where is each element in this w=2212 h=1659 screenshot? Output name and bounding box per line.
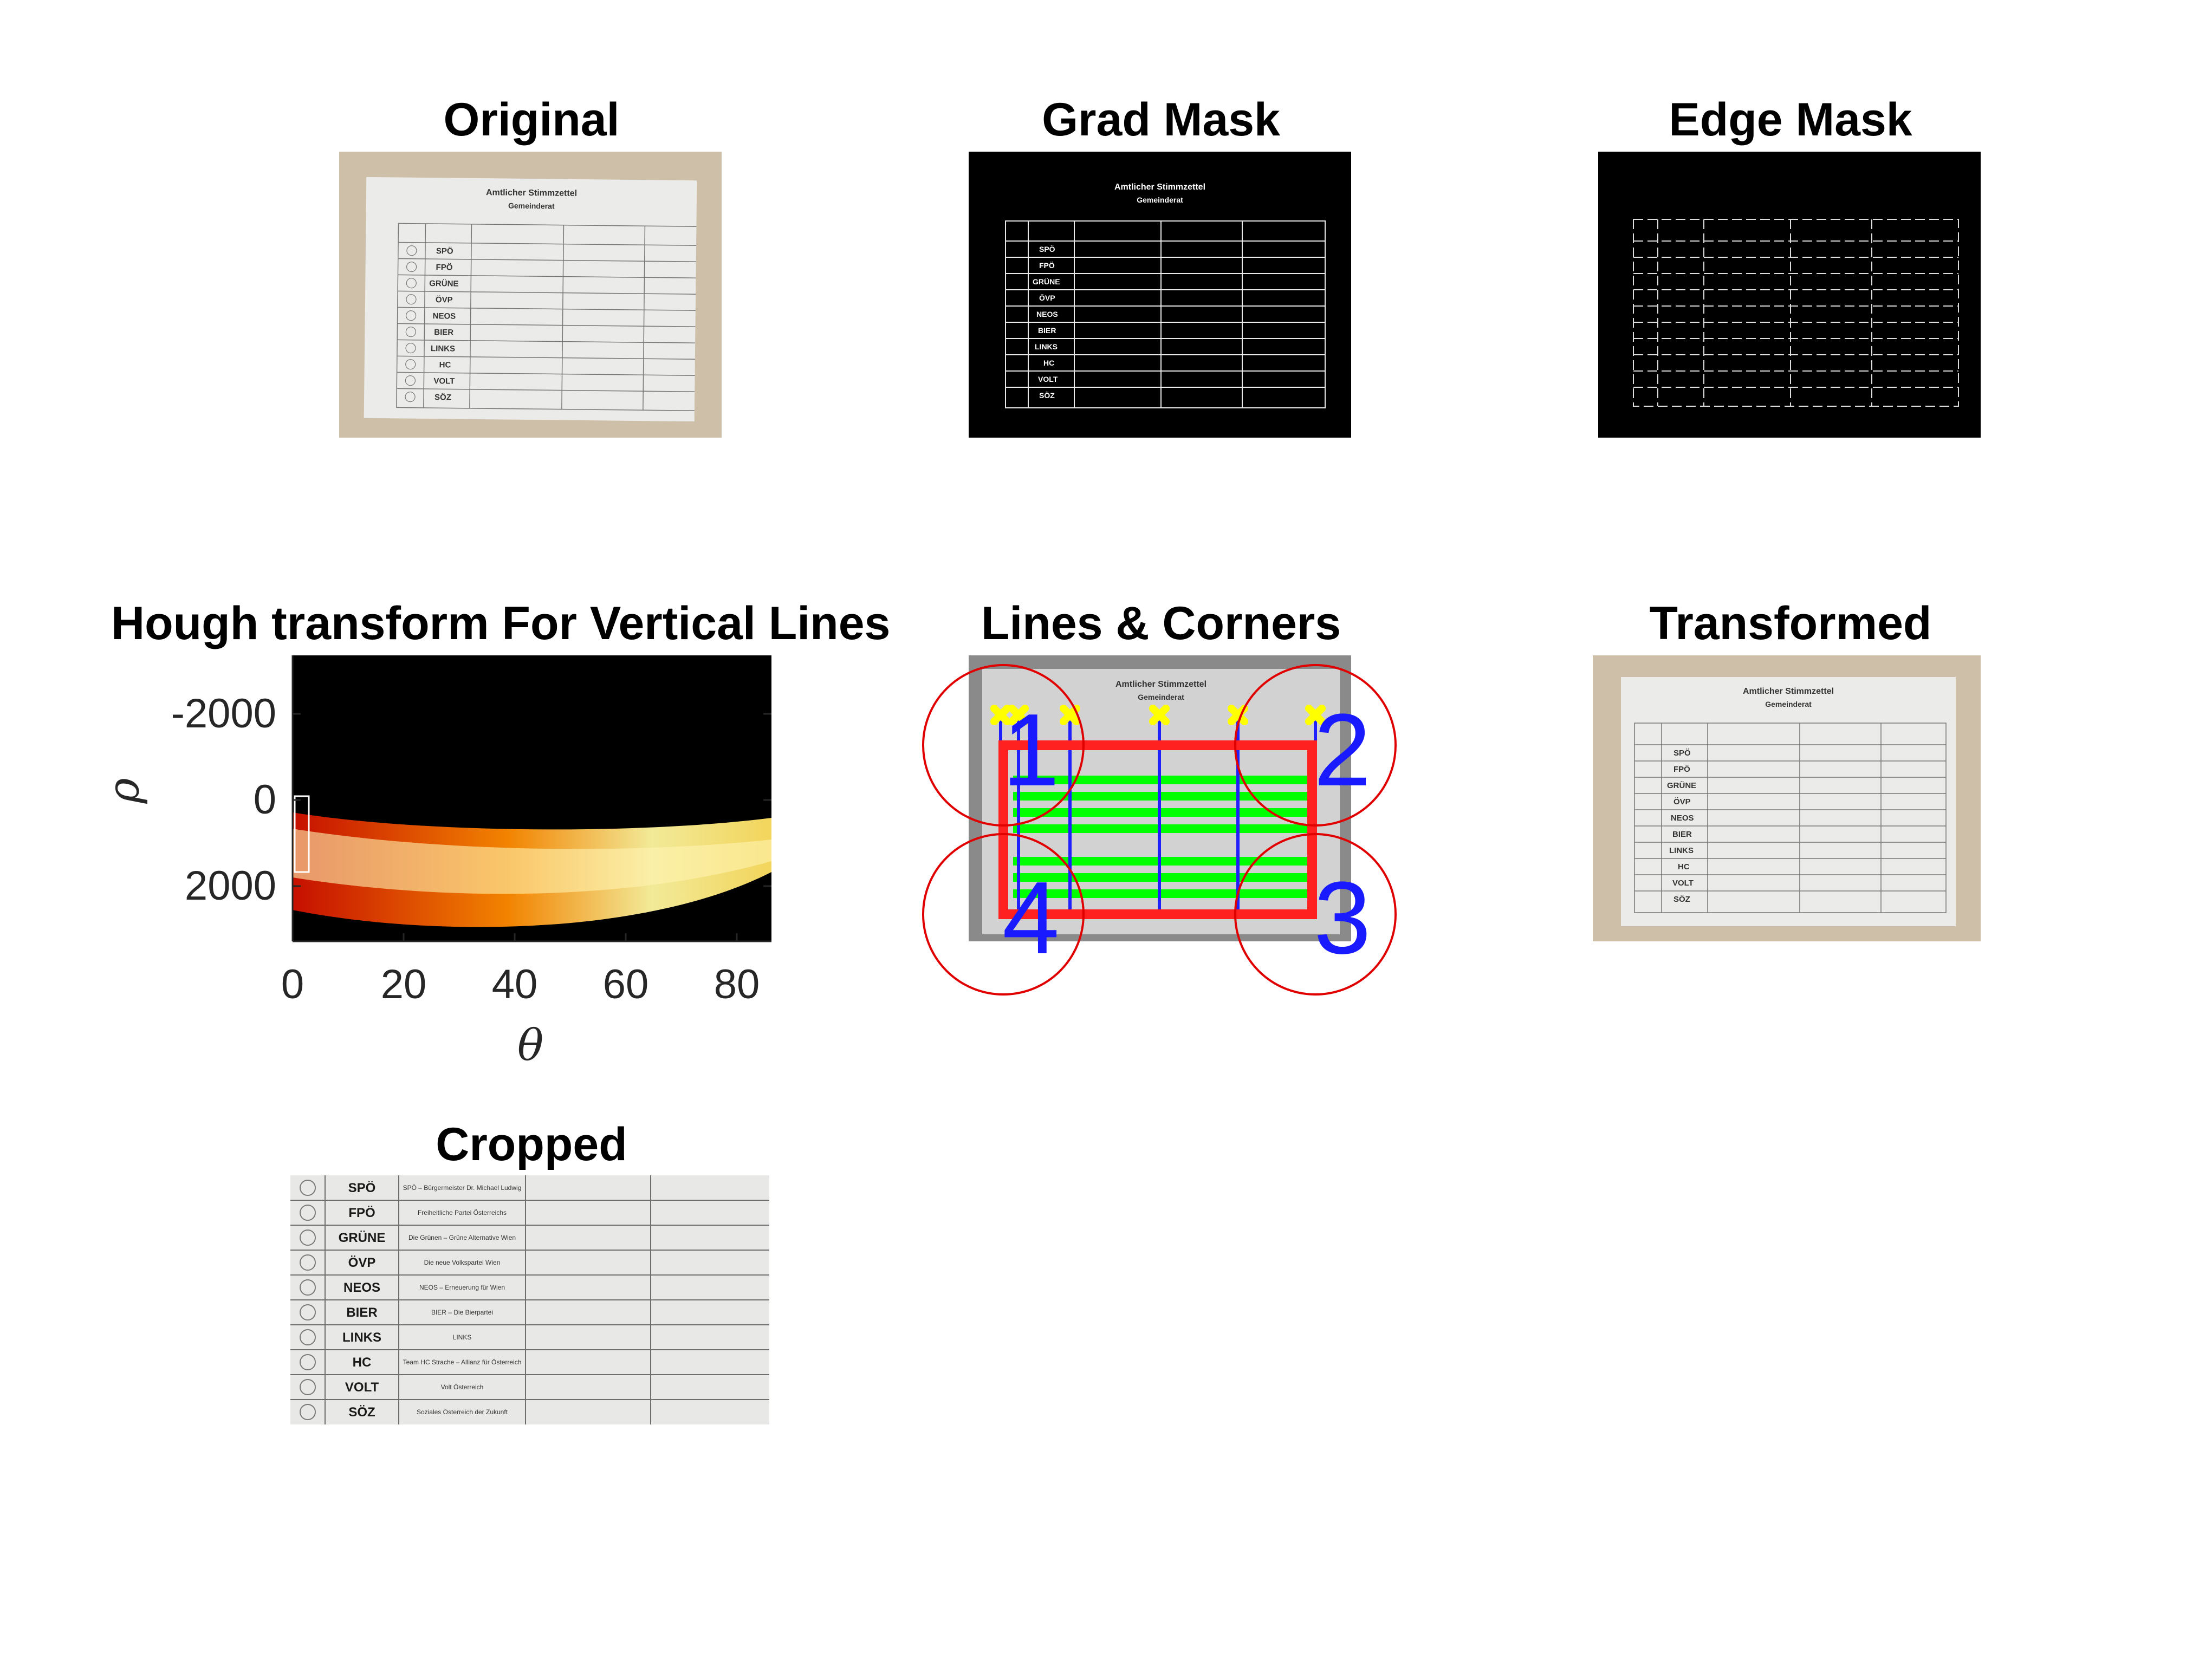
cropped-party-7: HC (353, 1355, 372, 1370)
grad-mask-image: Amtlicher Stimmzettel Gemeinderat SPÖ FPÖ… (969, 152, 1351, 438)
title-transformed: Transformed (1649, 597, 1932, 649)
ballot-subheading-transformed: Gemeinderat (1765, 700, 1812, 708)
hough-ylabel: ρ (98, 778, 149, 804)
svg-text:FPÖ: FPÖ (436, 263, 453, 272)
svg-text:ÖVP: ÖVP (1673, 797, 1691, 806)
svg-text:VOLT: VOLT (1038, 375, 1058, 383)
svg-text:SPÖ: SPÖ (1673, 749, 1691, 758)
hough-xtick-20: 20 (380, 961, 427, 1007)
corner-label-1: 1 (1002, 693, 1060, 808)
svg-text:ÖVP: ÖVP (436, 295, 453, 304)
svg-text:GRÜNE: GRÜNE (1667, 781, 1696, 790)
svg-text:LINKS: LINKS (431, 344, 455, 353)
svg-text:VOLT: VOLT (433, 376, 455, 386)
corner-label-3: 3 (1314, 861, 1371, 975)
svg-text:BIER: BIER (1672, 830, 1692, 839)
hough-accumulator (293, 795, 771, 927)
svg-text:SPÖ: SPÖ (1039, 245, 1055, 253)
grad-mask-edges: Amtlicher Stimmzettel Gemeinderat SPÖ FPÖ… (1005, 183, 1326, 408)
title-edge-mask: Edge Mask (1669, 94, 1912, 146)
cropped-party-6: LINKS (342, 1330, 381, 1345)
cropped-desc-2: Die Grünen – Grüne Alternative Wien (408, 1234, 516, 1241)
svg-text:BIER: BIER (434, 328, 453, 337)
svg-text:ÖVP: ÖVP (1039, 294, 1055, 302)
hough-ytick-2000: 2000 (184, 863, 276, 909)
svg-text:GRÜNE: GRÜNE (429, 279, 458, 289)
corner-label-2: 2 (1314, 693, 1371, 808)
cropped-desc-4: NEOS – Erneuerung für Wien (419, 1284, 505, 1291)
cropped-party-0: SPÖ (348, 1181, 376, 1195)
cropped-party-9: SÖZ (348, 1405, 375, 1420)
ballot-heading-transformed: Amtlicher Stimmzettel (1742, 687, 1834, 696)
cropped-desc-6: LINKS (453, 1333, 472, 1341)
hough-plot-area (293, 655, 771, 941)
edge-mask-lines (1633, 219, 1959, 407)
cropped-image: SPÖ FPÖ GRÜNE ÖVP NEOS BIER LINKS HC VOL… (290, 1175, 769, 1424)
cropped-party-3: ÖVP (348, 1255, 376, 1270)
cropped-party-2: GRÜNE (339, 1231, 386, 1245)
svg-text:GRÜNE: GRÜNE (1033, 277, 1060, 286)
svg-text:VOLT: VOLT (1672, 879, 1694, 888)
cropped-desc-0: SPÖ – Bürgermeister Dr. Michael Ludwig (403, 1184, 522, 1192)
title-hough: Hough transform For Vertical Lines (111, 597, 891, 649)
svg-text:HC: HC (439, 360, 451, 369)
hough-xtick-40: 40 (491, 961, 538, 1007)
cropped-desc-5: BIER – Die Bierpartei (431, 1309, 493, 1316)
svg-text:SÖZ: SÖZ (1673, 895, 1690, 904)
ballot-grid-transformed: SPÖ FPÖ GRÜNE ÖVP NEOS BIER LINKS HC VOLT SÖZ (1634, 723, 1947, 913)
ballot-grid: SPÖ FPÖ GRÜNE ÖVP NEOS BIER LINKS HC VOLT SÖZ (396, 223, 697, 412)
svg-text:LINKS: LINKS (1035, 342, 1058, 351)
title-grad-mask: Grad Mask (1042, 94, 1280, 146)
svg-text:NEOS: NEOS (433, 311, 456, 321)
svg-text:SÖZ: SÖZ (1039, 391, 1055, 400)
svg-text:LINKS: LINKS (1669, 846, 1694, 855)
original-image: Amtlicher Stimmzettel Gemeinderat (339, 152, 722, 438)
cropped-party-5: BIER (346, 1305, 377, 1320)
cropped-party-1: FPÖ (348, 1206, 375, 1220)
svg-text:NEOS: NEOS (1671, 814, 1694, 823)
edge-mask-image (1598, 152, 1981, 438)
hough-xlabel: θ (517, 1020, 544, 1070)
cropped-ballot-grid: SPÖ FPÖ GRÜNE ÖVP NEOS BIER LINKS HC VOL… (290, 1175, 769, 1424)
ballot-paper-transformed: Amtlicher Stimmzettel Gemeinderat SPÖ FPÖ… (1621, 677, 1956, 926)
svg-text:SÖZ: SÖZ (434, 393, 451, 402)
cropped-party-8: VOLT (345, 1380, 379, 1395)
hough-ytick-0: 0 (253, 777, 276, 823)
cropped-desc-8: Volt Österreich (441, 1383, 484, 1391)
title-original: Original (443, 94, 620, 146)
svg-text:Gemeinderat: Gemeinderat (1137, 196, 1183, 204)
corner-label-4: 4 (1002, 861, 1060, 975)
svg-text:SPÖ: SPÖ (436, 246, 453, 256)
svg-text:NEOS: NEOS (1036, 310, 1058, 318)
svg-text:FPÖ: FPÖ (1673, 765, 1690, 774)
cropped-desc-1: Freiheitliche Partei Österreichs (418, 1209, 507, 1216)
cropped-desc-3: Die neue Volkspartei Wien (424, 1259, 501, 1266)
svg-text:BIER: BIER (1038, 326, 1056, 335)
svg-text:HC: HC (1043, 359, 1054, 367)
ballot-paper: Amtlicher Stimmzettel Gemeinderat (364, 177, 697, 422)
transformed-image: Amtlicher Stimmzettel Gemeinderat SPÖ FPÖ… (1593, 655, 1981, 941)
cropped-desc-7: Team HC Strache – Allianz für Österreich (403, 1358, 522, 1366)
ballot-heading-gray: Amtlicher Stimmzettel (1115, 680, 1207, 689)
svg-text:FPÖ: FPÖ (1039, 261, 1055, 270)
svg-text:HC: HC (1678, 862, 1690, 871)
title-cropped: Cropped (436, 1118, 627, 1170)
ballot-subheading-gray: Gemeinderat (1138, 693, 1184, 701)
cropped-desc-9: Soziales Österreich der Zukunft (417, 1408, 508, 1416)
hough-ytick-neg2000: -2000 (171, 691, 276, 737)
svg-text:Amtlicher Stimmzettel: Amtlicher Stimmzettel (1114, 183, 1205, 192)
hough-xtick-60: 60 (602, 961, 649, 1007)
hough-xtick-0: 0 (281, 961, 304, 1007)
hough-xtick-80: 80 (713, 961, 760, 1007)
cropped-party-4: NEOS (343, 1280, 380, 1295)
title-lines-corners: Lines & Corners (981, 597, 1341, 649)
